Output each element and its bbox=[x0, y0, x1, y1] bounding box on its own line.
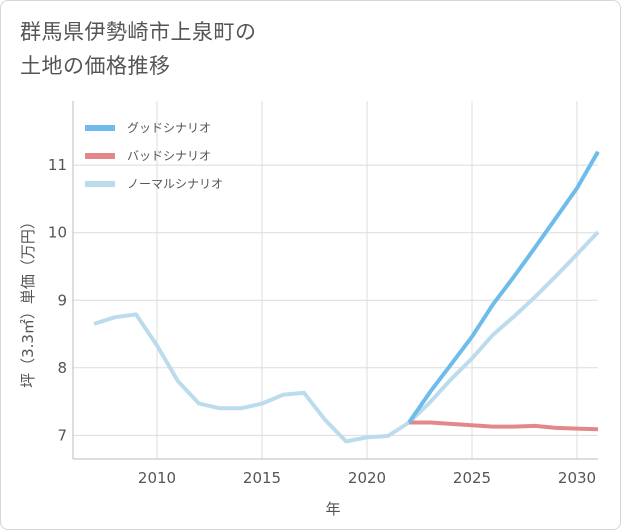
x-tick-label: 2015 bbox=[243, 469, 281, 487]
chart-title-line-1: 群馬県伊勢崎市上泉町の bbox=[20, 20, 257, 44]
legend-label: ノーマルシナリオ bbox=[127, 177, 223, 191]
x-tick-label: 2030 bbox=[558, 469, 596, 487]
x-tick-label: 2025 bbox=[453, 469, 491, 487]
y-tick-label: 9 bbox=[57, 291, 67, 309]
y-tick-label: 7 bbox=[57, 426, 67, 444]
legend-label: バッドシナリオ bbox=[127, 149, 211, 163]
series-line-2 bbox=[409, 420, 599, 432]
x-axis-title: 年 bbox=[325, 500, 340, 518]
y-tick-label: 8 bbox=[57, 359, 67, 377]
grid-lines bbox=[73, 101, 598, 459]
series-line-1 bbox=[407, 150, 600, 424]
axes: 2010 2015 2020 2025 2030 7 8 9 10 11 bbox=[48, 101, 598, 487]
series-lines bbox=[93, 150, 600, 444]
y-tick-label: 10 bbox=[48, 224, 67, 242]
y-tick-label: 11 bbox=[48, 156, 67, 174]
chart-title: 群馬県伊勢崎市上泉町の 土地の価格推移 bbox=[20, 15, 257, 83]
legend-label: グッドシナリオ bbox=[127, 121, 211, 135]
chart-title-line-2: 土地の価格推移 bbox=[20, 54, 171, 78]
series-line-3 bbox=[93, 230, 600, 444]
y-axis-title: 坪（3.3㎡）単価（万円） bbox=[19, 214, 37, 388]
x-tick-label: 2020 bbox=[348, 469, 386, 487]
x-tick-label: 2010 bbox=[138, 469, 176, 487]
